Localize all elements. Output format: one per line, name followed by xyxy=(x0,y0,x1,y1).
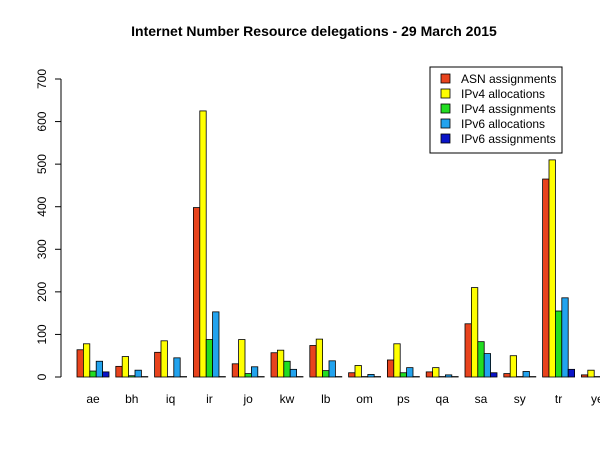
x-tick-label: tr xyxy=(555,392,562,406)
legend-label: IPv6 assignments xyxy=(461,132,556,146)
bar-sa-ipv6-assignments xyxy=(490,372,498,378)
bar-bh-asn-assignments xyxy=(115,365,123,378)
y-tick-label: 0 xyxy=(35,373,49,380)
legend-label: ASN assignments xyxy=(461,72,556,86)
bar-ye-asn-assignments xyxy=(581,374,589,378)
bar-ae-ipv4-assignments xyxy=(89,370,97,378)
bar-ir-ipv6-allocations xyxy=(212,311,220,378)
bar-sa-ipv4-allocations xyxy=(470,287,479,378)
bar-iq-ipv6-allocations xyxy=(173,357,181,378)
x-tick-label: jo xyxy=(243,392,254,406)
bar-lb-ipv6-allocations xyxy=(328,360,336,378)
legend-box xyxy=(429,66,563,154)
bar-om-asn-assignments xyxy=(348,372,356,378)
bar-sa-ipv4-assignments xyxy=(477,341,485,378)
bar-lb-ipv4-allocations xyxy=(315,338,324,378)
x-tick-label: qa xyxy=(436,392,450,406)
y-tick-label: 500 xyxy=(35,154,49,174)
bar-ae-ipv4-allocations xyxy=(83,343,91,378)
x-tick-label: bh xyxy=(125,392,138,406)
legend-swatch xyxy=(440,103,451,114)
bar-lb-asn-assignments xyxy=(309,345,317,378)
bars-group xyxy=(76,110,600,378)
bar-ps-ipv4-allocations xyxy=(393,343,401,378)
x-tick-label: ae xyxy=(86,392,100,406)
bar-ye-ipv4-allocations xyxy=(587,369,595,378)
y-tick-label: 700 xyxy=(35,69,49,89)
bar-bh-ipv4-assignments xyxy=(128,375,136,378)
bar-ae-ipv6-assignments xyxy=(102,371,110,378)
bar-lb-ipv4-assignments xyxy=(322,370,330,378)
bar-kw-ipv6-allocations xyxy=(289,368,298,378)
bar-qa-ipv4-allocations xyxy=(432,367,440,378)
bar-ps-asn-assignments xyxy=(386,359,395,378)
chart-title: Internet Number Resource delegations - 2… xyxy=(131,23,497,39)
bar-qa-asn-assignments xyxy=(425,371,434,378)
y-tick-label: 100 xyxy=(35,324,49,344)
bar-bh-ipv4-allocations xyxy=(121,356,129,378)
y-tick-label: 400 xyxy=(35,196,49,216)
bar-tr-asn-assignments xyxy=(542,178,550,378)
x-tick-label: om xyxy=(356,392,373,406)
bar-iq-asn-assignments xyxy=(154,351,162,378)
legend-swatch xyxy=(440,133,451,144)
bar-ae-asn-assignments xyxy=(76,349,84,378)
bar-kw-asn-assignments xyxy=(270,352,278,378)
x-tick-label: lb xyxy=(321,392,331,406)
legend-swatch xyxy=(440,73,451,84)
x-axis-labels: ae bh iq ir jo kw lb om ps qa sa sy tr ye xyxy=(86,392,600,406)
bar-jo-asn-assignments xyxy=(231,363,239,378)
bar-sa-ipv6-allocations xyxy=(483,353,492,378)
bar-tr-ipv4-assignments xyxy=(555,310,563,378)
bar-ir-ipv4-allocations xyxy=(199,110,207,378)
x-tick-label: ps xyxy=(397,392,410,406)
bar-sy-ipv4-allocations xyxy=(509,355,518,378)
x-tick-label: ir xyxy=(206,392,213,406)
bar-tr-ipv4-allocations xyxy=(548,159,556,378)
bar-jo-ipv4-assignments xyxy=(244,373,252,378)
bar-jo-ipv6-allocations xyxy=(250,366,259,378)
legend-swatch xyxy=(440,118,451,129)
legend-label: IPv4 allocations xyxy=(461,87,545,101)
bar-om-ipv6-allocations xyxy=(367,374,375,378)
bar-ps-ipv4-assignments xyxy=(399,372,408,378)
bar-tr-ipv6-assignments xyxy=(567,368,576,378)
x-tick-label: sy xyxy=(514,392,526,406)
x-tick-label: ye xyxy=(591,392,600,406)
bar-sa-asn-assignments xyxy=(464,323,472,378)
x-tick-label: iq xyxy=(166,392,175,406)
bar-sy-ipv6-allocations xyxy=(522,371,530,378)
legend-label: IPv6 allocations xyxy=(461,117,545,131)
bar-sy-asn-assignments xyxy=(503,373,511,378)
y-tick-label: 200 xyxy=(35,282,49,302)
bar-ps-ipv6-allocations xyxy=(406,367,414,378)
legend-swatch xyxy=(440,88,451,99)
bar-ir-ipv4-assignments xyxy=(205,339,213,378)
y-tick-label: 600 xyxy=(35,111,49,131)
x-tick-label: sa xyxy=(475,392,488,406)
bar-om-ipv4-allocations xyxy=(354,365,362,378)
bar-ir-asn-assignments xyxy=(192,207,201,378)
y-axis: 0 100 200 300 400 500 600 700 xyxy=(35,69,62,380)
bar-tr-ipv6-allocations xyxy=(561,297,569,378)
bar-bh-ipv6-allocations xyxy=(134,369,142,378)
x-tick-label: kw xyxy=(280,392,295,406)
bar-qa-ipv6-allocations xyxy=(444,374,453,378)
bar-ae-ipv6-allocations xyxy=(95,360,103,378)
bar-kw-ipv4-assignments xyxy=(283,360,291,378)
legend-label: IPv4 assignments xyxy=(461,102,556,116)
y-tick-label: 300 xyxy=(35,239,49,259)
bar-iq-ipv4-allocations xyxy=(160,340,168,378)
bar-kw-ipv4-allocations xyxy=(276,349,285,378)
bar-jo-ipv4-allocations xyxy=(238,339,246,378)
